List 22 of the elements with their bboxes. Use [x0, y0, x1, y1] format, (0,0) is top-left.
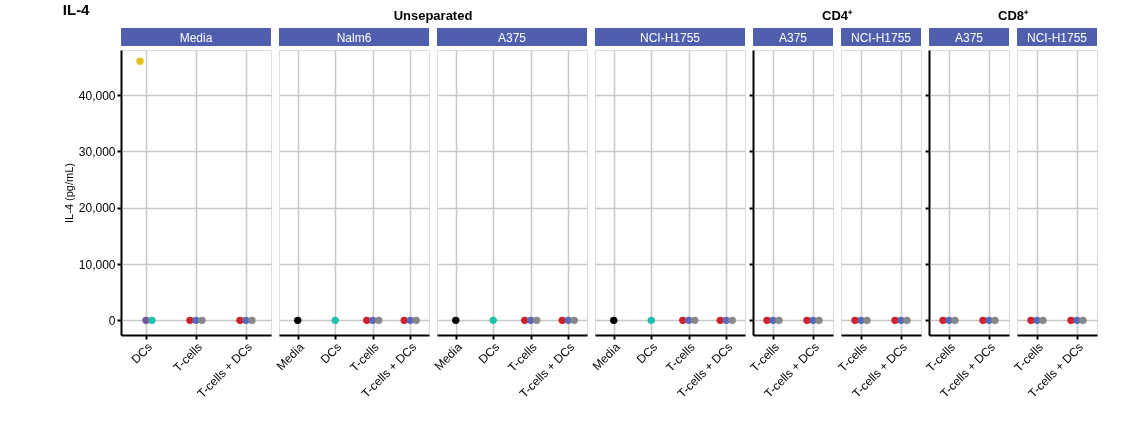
- y-tick-label: 0: [108, 313, 116, 328]
- x-tick-label: DCs: [317, 340, 345, 367]
- chart-title: Media: [179, 31, 213, 45]
- chart-title: A375: [954, 31, 984, 45]
- text: CD8⁺: [997, 8, 1029, 23]
- y-tick-label: 40,000: [78, 88, 116, 103]
- chart-title: NCI-H1755: [850, 31, 912, 45]
- x-tick-label: DCs: [128, 340, 155, 367]
- y-tick-label: 10,000: [78, 257, 116, 272]
- text: CD4⁺: [821, 8, 853, 23]
- y-tick-label: 20,000: [78, 201, 116, 216]
- chart-title: NCI-H1755: [1026, 31, 1088, 45]
- text: Unseparated: [393, 8, 473, 23]
- chart-title: NCI-H1755: [639, 31, 701, 45]
- y-axis-title: IL-4 (pg/mL): [62, 163, 75, 223]
- chart-title: A375: [778, 31, 808, 45]
- x-tick-label: DCs: [633, 340, 661, 367]
- text: IL-4: [62, 0, 91, 18]
- chart-title: A375: [497, 31, 527, 45]
- chart-title: Nalm6: [336, 31, 372, 45]
- y-tick-label: 30,000: [78, 144, 116, 159]
- x-tick-label: DCs: [475, 340, 503, 367]
